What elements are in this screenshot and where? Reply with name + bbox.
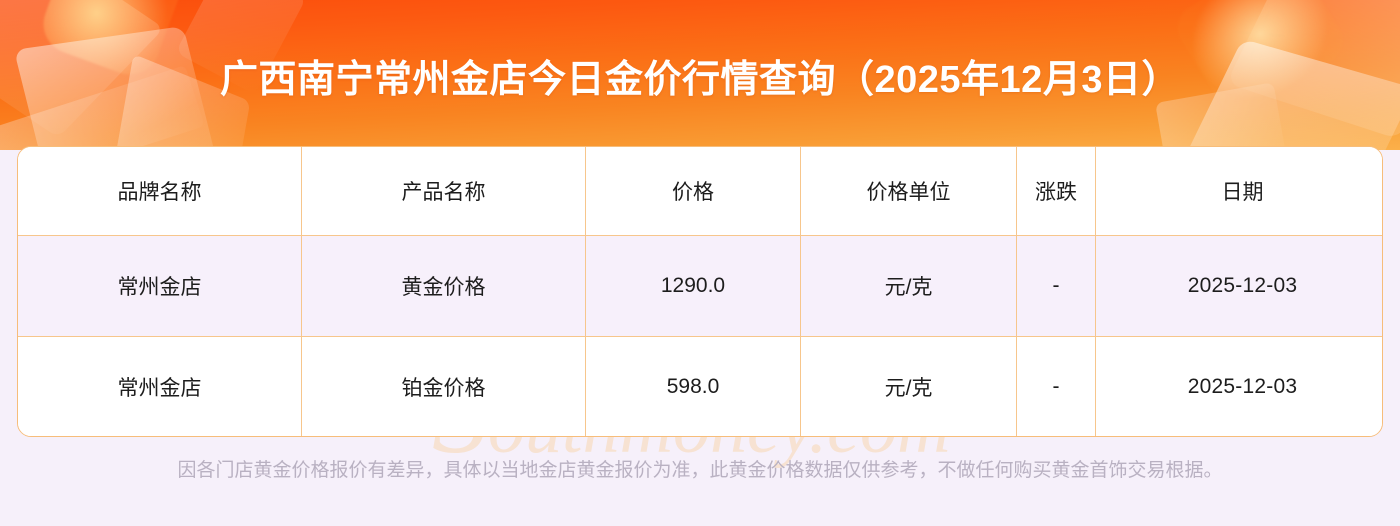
column-header-date: 日期 [1095,147,1382,236]
header-banner: 广西南宁常州金店今日金价行情查询（2025年12月3日） [0,0,1400,150]
column-header-brand: 品牌名称 [18,147,302,236]
table-header: 品牌名称 产品名称 价格 价格单位 涨跌 日期 [18,147,1382,236]
disclaimer-text: 因各门店黄金价格报价有差异，具体以当地金店黄金报价为准，此黄金价格数据仅供参考，… [177,460,1223,481]
column-header-unit: 价格单位 [800,147,1017,236]
cell-brand: 常州金店 [18,235,302,337]
cell-price: 598.0 [585,336,801,436]
page-title: 广西南宁常州金店今日金价行情查询（2025年12月3日） [220,58,1180,101]
cell-unit: 元/克 [800,336,1017,436]
cell-product: 黄金价格 [301,235,586,337]
table-row: 常州金店 黄金价格 1290.0 元/克 - 2025-12-03 [18,235,1382,337]
column-header-price: 价格 [585,147,801,236]
cell-date: 2025-12-03 [1095,336,1382,436]
table-body: 常州金店 黄金价格 1290.0 元/克 - 2025-12-03 常州金店 铂… [18,235,1382,436]
cell-product: 铂金价格 [301,336,586,436]
cell-change: - [1016,336,1096,436]
table-header-row: 品牌名称 产品名称 价格 价格单位 涨跌 日期 [18,147,1382,236]
cell-change: - [1016,235,1096,337]
cell-price: 1290.0 [585,235,801,337]
price-table-card: 品牌名称 产品名称 价格 价格单位 涨跌 日期 常州金店 黄金价格 1290.0… [17,146,1383,437]
column-header-product: 产品名称 [301,147,586,236]
cell-brand: 常州金店 [18,336,302,436]
table-row: 常州金店 铂金价格 598.0 元/克 - 2025-12-03 [18,336,1382,436]
cell-date: 2025-12-03 [1095,235,1382,337]
cell-unit: 元/克 [800,235,1017,337]
price-table: 品牌名称 产品名称 价格 价格单位 涨跌 日期 常州金店 黄金价格 1290.0… [18,147,1382,436]
column-header-change: 涨跌 [1016,147,1096,236]
